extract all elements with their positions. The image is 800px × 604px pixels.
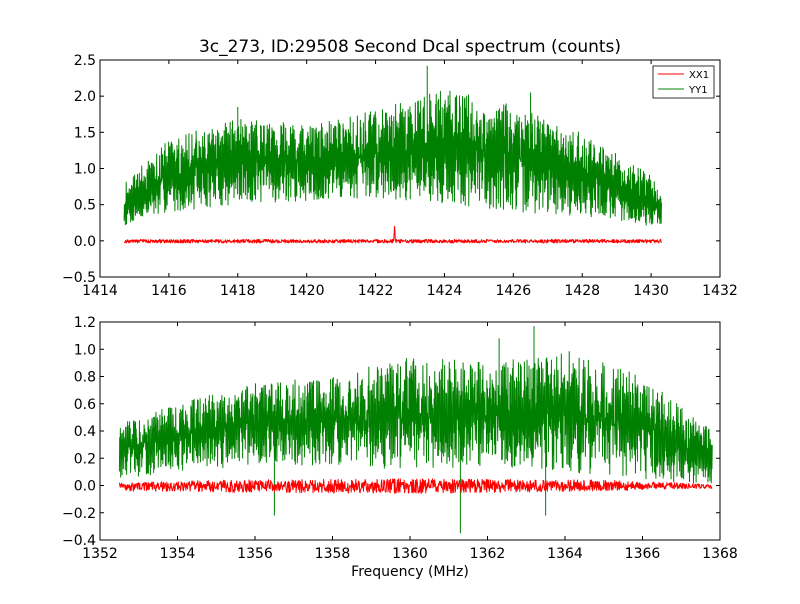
bottom-y-tick-label: 0.8 <box>74 370 96 386</box>
legend-box <box>652 65 715 99</box>
bottom-axes: 1352 1354 1356 1358 1360 1362 1364 1366 1368 −0.4… <box>62 315 738 562</box>
chart-title: 3c_273, ID:29508 Second Dcal spectrum (c… <box>199 37 621 57</box>
top-x-tick-label: 1428 <box>564 283 600 299</box>
x-axis-label: Frequency (MHz) <box>351 564 469 580</box>
bottom-y-tick-label: 1.2 <box>74 315 96 331</box>
bottom-x-tick-label: 1368 <box>702 546 738 562</box>
bottom-series-group <box>118 326 713 534</box>
top-y-tick-label: 2.5 <box>74 53 96 69</box>
top-x-tick-label: 1426 <box>496 283 532 299</box>
top-y-tick-label: 0.0 <box>74 234 96 250</box>
bottom-y-tick-label: −0.2 <box>62 506 96 522</box>
bottom-y-tick-label: 0.4 <box>74 424 96 440</box>
legend: XX1 YY1 <box>652 65 715 99</box>
bottom-series-yy1-line <box>118 326 713 534</box>
bottom-x-tick-label: 1364 <box>547 546 583 562</box>
bottom-y-tick-label: 0.6 <box>74 397 96 413</box>
bottom-y-tick-label: 0.2 <box>74 451 96 467</box>
bottom-y-tick-label: −0.4 <box>62 533 96 549</box>
top-x-tick-label: 1432 <box>702 283 738 299</box>
legend-label-xx1: XX1 <box>689 70 709 81</box>
bottom-x-tick-label: 1360 <box>392 546 428 562</box>
top-x-tick-label: 1424 <box>427 283 463 299</box>
top-subplot: 3c_273, ID:29508 Second Dcal spectrum (c… <box>62 37 738 299</box>
bottom-x-tick-label: 1352 <box>82 546 118 562</box>
top-x-tick-label: 1418 <box>220 283 256 299</box>
top-x-tick-label: 1416 <box>151 283 187 299</box>
top-y-tick-label: 1.5 <box>74 125 96 141</box>
legend-label-yy1: YY1 <box>688 85 708 96</box>
top-series-group <box>123 65 662 244</box>
top-y-tick-label: 1.0 <box>74 162 96 178</box>
top-x-tick-label: 1420 <box>289 283 325 299</box>
top-y-tick-label: 2.0 <box>74 89 96 105</box>
top-x-tick-label: 1430 <box>633 283 669 299</box>
bottom-x-tick-label: 1358 <box>315 546 351 562</box>
bottom-x-tick-label: 1362 <box>470 546 506 562</box>
top-series-yy1-line <box>123 65 662 226</box>
top-y-tick-label: −0.5 <box>62 270 96 286</box>
bottom-series-xx1-line <box>118 478 713 494</box>
bottom-y-tick-label: 1.0 <box>74 342 96 358</box>
bottom-x-tick-label: 1356 <box>237 546 273 562</box>
bottom-y-tick-label: 0.0 <box>74 479 96 495</box>
top-y-tick-label: 0.5 <box>74 198 96 214</box>
bottom-x-tick-label: 1354 <box>160 546 196 562</box>
bottom-x-tick-label: 1366 <box>625 546 661 562</box>
top-axes: 1414 1416 1418 1420 1422 1424 1426 1428 1430 1432… <box>62 53 738 299</box>
top-x-tick-label: 1414 <box>82 283 118 299</box>
top-x-tick-label: 1422 <box>358 283 394 299</box>
top-series-xx1-line <box>123 225 662 244</box>
bottom-subplot: 1352 1354 1356 1358 1360 1362 1364 1366 1368 −0.4… <box>62 315 738 580</box>
